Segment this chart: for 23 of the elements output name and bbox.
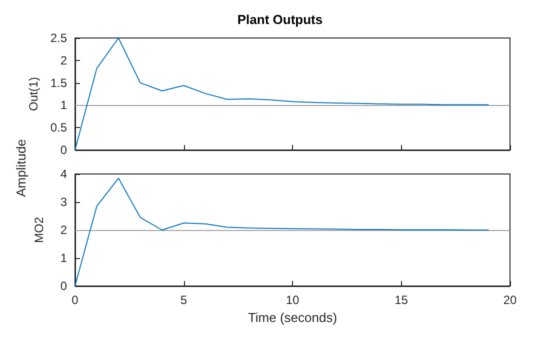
- x-axis-title: Time (seconds): [248, 310, 338, 325]
- y-tick-label: 0.5: [50, 120, 68, 135]
- x-tick-label: 20: [503, 293, 517, 307]
- x-tick-label: 15: [394, 293, 408, 307]
- y-tick-label: 3: [60, 195, 68, 209]
- y-tick-label: 0: [60, 279, 68, 293]
- text: Amplitude: [14, 139, 28, 197]
- y-tick-label: 1: [60, 98, 68, 112]
- y-tick-label: 0: [60, 143, 68, 157]
- y-tick-label: 2.5: [50, 31, 68, 45]
- y-tick-label: 1.5: [50, 76, 68, 90]
- line-series: [74, 178, 489, 286]
- chart-title: Plant Outputs: [237, 12, 323, 27]
- y-tick-label: 2: [60, 53, 68, 68]
- y-axis-title: Out(1): [26, 76, 40, 112]
- x-tick-label: 0: [72, 293, 79, 307]
- line-series: [74, 38, 489, 150]
- x-tick-label: 5: [180, 293, 188, 307]
- x-tick-label: 10: [286, 293, 300, 307]
- y-tick-label: 2: [60, 223, 68, 237]
- y-tick-label: 4: [60, 167, 68, 181]
- y-tick-label: 1: [60, 251, 68, 265]
- y-axis-title: MO2: [32, 216, 46, 244]
